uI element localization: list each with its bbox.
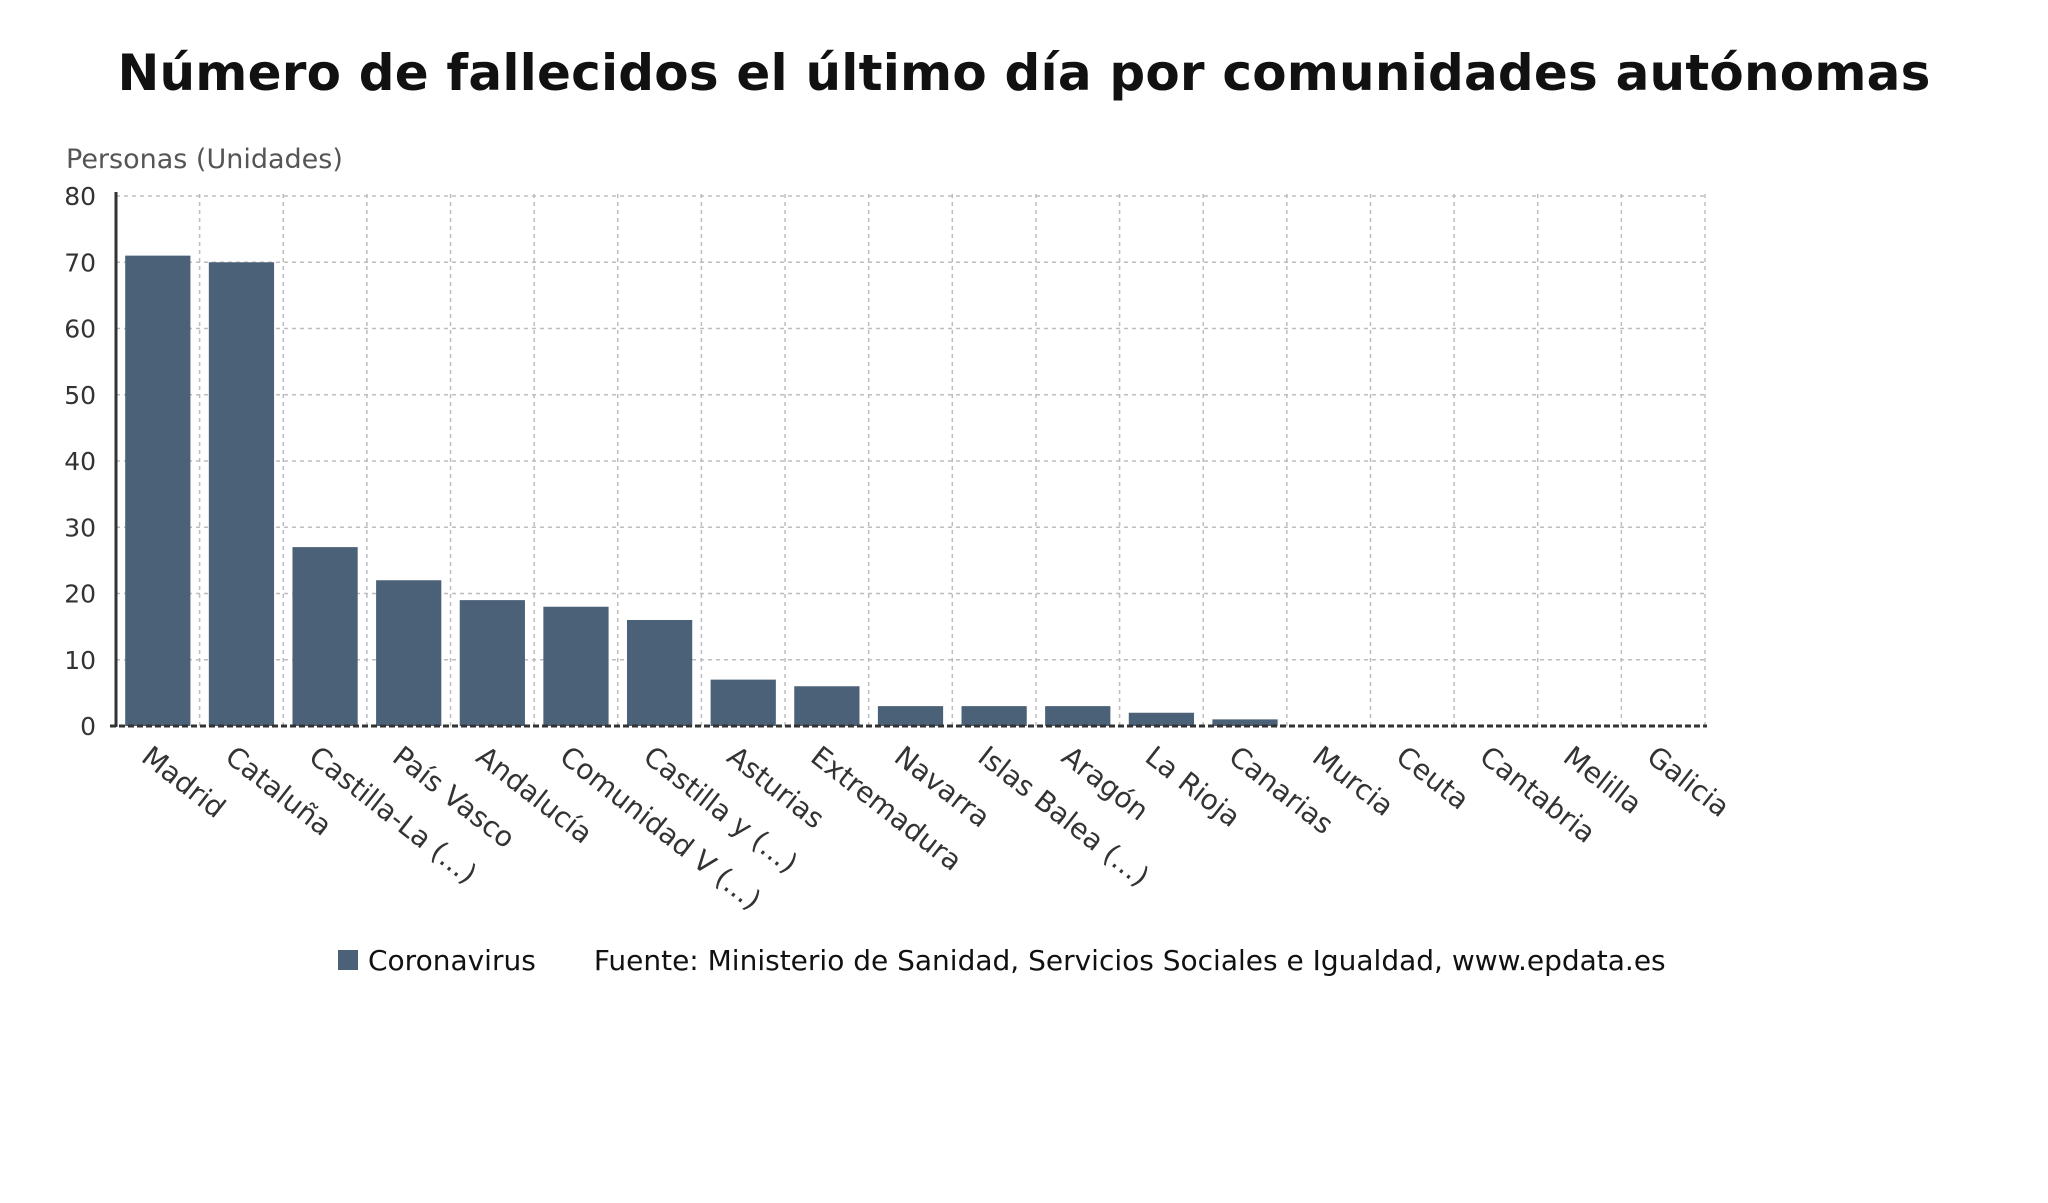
bar	[1212, 719, 1278, 726]
bar	[459, 600, 525, 726]
bar	[125, 255, 191, 726]
bar	[543, 606, 609, 726]
grid-lines	[116, 194, 1707, 726]
y-tick-label: 60	[64, 315, 96, 344]
legend-series-name: Coronavirus	[368, 943, 536, 977]
x-tick-label: Ceuta	[1390, 740, 1475, 817]
chart-title: Número de fallecidos el último día por c…	[117, 44, 1931, 102]
bar	[877, 706, 944, 726]
x-tick-label: Madrid	[136, 740, 232, 825]
bar	[1128, 712, 1195, 726]
y-tick-label: 70	[64, 248, 96, 277]
legend: Coronavirus Fuente: Ministerio de Sanida…	[338, 942, 1666, 978]
bar	[626, 620, 693, 726]
legend-swatch	[338, 950, 358, 970]
bar	[961, 706, 1027, 726]
y-tick-labels: 0 10 20 30 40 50 60 70 80	[64, 182, 96, 741]
x-tick-label: Galicia	[1641, 740, 1736, 824]
y-tick-label: 50	[64, 381, 96, 410]
y-tick-label: 0	[80, 712, 96, 741]
y-tick-label: 10	[64, 646, 96, 675]
bar	[710, 679, 776, 726]
bar	[292, 547, 358, 726]
y-tick-label: 40	[64, 447, 96, 476]
bar	[1045, 706, 1111, 726]
x-tick-label: La Rioja	[1139, 740, 1247, 834]
y-tick-label: 20	[64, 580, 96, 609]
y-tick-label: 30	[64, 513, 96, 542]
source-note: Fuente: Ministerio de Sanidad, Servicios…	[593, 943, 1666, 977]
axes	[110, 192, 1707, 728]
bar	[794, 686, 860, 726]
y-axis-label: Personas (Unidades)	[66, 144, 343, 175]
bar	[208, 262, 275, 726]
y-tick-label: 80	[64, 182, 96, 211]
bar	[376, 580, 442, 726]
bars	[125, 255, 1278, 726]
